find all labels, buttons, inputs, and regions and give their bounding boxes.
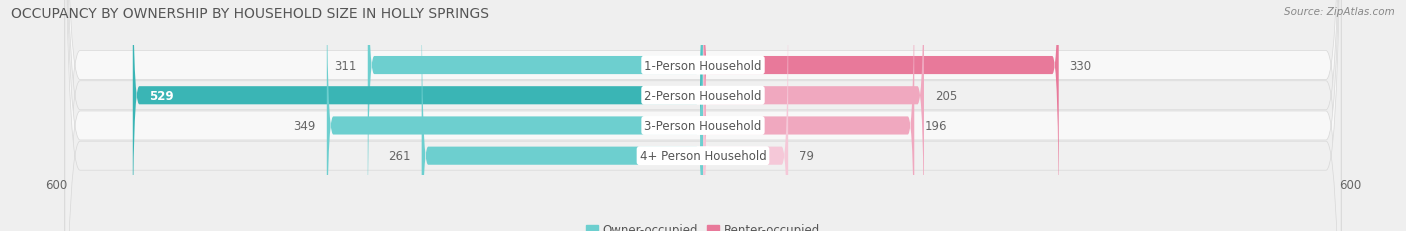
FancyBboxPatch shape bbox=[132, 0, 703, 231]
FancyBboxPatch shape bbox=[65, 0, 1341, 231]
FancyBboxPatch shape bbox=[65, 0, 1341, 231]
Text: 196: 196 bbox=[925, 119, 948, 132]
FancyBboxPatch shape bbox=[65, 0, 1341, 231]
FancyBboxPatch shape bbox=[703, 0, 1059, 231]
FancyBboxPatch shape bbox=[65, 0, 1341, 231]
Text: 311: 311 bbox=[335, 59, 357, 72]
Text: 261: 261 bbox=[388, 149, 411, 162]
FancyBboxPatch shape bbox=[703, 0, 924, 231]
FancyBboxPatch shape bbox=[703, 0, 914, 231]
Text: 349: 349 bbox=[294, 119, 316, 132]
FancyBboxPatch shape bbox=[368, 0, 703, 231]
FancyBboxPatch shape bbox=[326, 0, 703, 231]
Text: 79: 79 bbox=[799, 149, 814, 162]
Text: 2-Person Household: 2-Person Household bbox=[644, 89, 762, 102]
Text: 1-Person Household: 1-Person Household bbox=[644, 59, 762, 72]
FancyBboxPatch shape bbox=[703, 0, 789, 231]
Text: 4+ Person Household: 4+ Person Household bbox=[640, 149, 766, 162]
Text: 529: 529 bbox=[149, 89, 173, 102]
Text: OCCUPANCY BY OWNERSHIP BY HOUSEHOLD SIZE IN HOLLY SPRINGS: OCCUPANCY BY OWNERSHIP BY HOUSEHOLD SIZE… bbox=[11, 7, 489, 21]
Text: 330: 330 bbox=[1070, 59, 1091, 72]
Legend: Owner-occupied, Renter-occupied: Owner-occupied, Renter-occupied bbox=[581, 219, 825, 231]
Text: Source: ZipAtlas.com: Source: ZipAtlas.com bbox=[1284, 7, 1395, 17]
FancyBboxPatch shape bbox=[422, 0, 703, 231]
Text: 205: 205 bbox=[935, 89, 957, 102]
Text: 3-Person Household: 3-Person Household bbox=[644, 119, 762, 132]
